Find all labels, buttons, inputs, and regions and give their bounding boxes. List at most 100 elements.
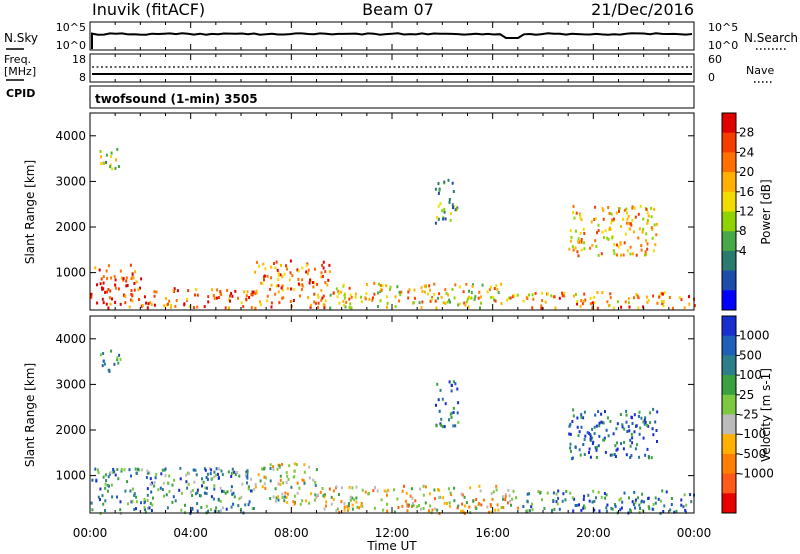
- heatmap-cell: [449, 212, 452, 216]
- heatmap-cell: [105, 302, 108, 306]
- heatmap-cell: [120, 468, 123, 471]
- heatmap-cell: [191, 494, 194, 497]
- heatmap-cell: [261, 467, 264, 471]
- heatmap-cell: [478, 502, 481, 505]
- heatmap-cell: [634, 501, 637, 505]
- heatmap-cell: [609, 296, 612, 300]
- heatmap-cell: [640, 416, 643, 420]
- heatmap-cell: [660, 299, 663, 303]
- heatmap-cell: [399, 293, 402, 297]
- cpid-panel: twofsound (1-min) 3505: [89, 85, 695, 109]
- heatmap-cell: [251, 290, 254, 294]
- heatmap-cell: [583, 247, 586, 251]
- colorbar-swatch: [722, 414, 736, 435]
- heatmap-cell: [458, 285, 461, 289]
- heatmap-cell: [110, 276, 113, 280]
- heatmap-cell: [245, 297, 248, 301]
- heatmap-cell: [448, 501, 451, 505]
- heatmap-cell: [572, 414, 575, 418]
- colorbar-tick-label: 16: [739, 185, 754, 199]
- heatmap-cell: [479, 489, 482, 493]
- heatmap-cell: [99, 150, 102, 153]
- heatmap-cell: [428, 509, 430, 513]
- heatmap-cell: [258, 300, 261, 304]
- heatmap-cell: [324, 281, 327, 285]
- heatmap-cell: [231, 471, 234, 475]
- heatmap-cell: [610, 506, 613, 510]
- heatmap-cell: [401, 504, 404, 508]
- heatmap-cell: [191, 489, 194, 492]
- heatmap-cell: [104, 499, 107, 503]
- heatmap-cell: [242, 305, 245, 309]
- heatmap-cell: [646, 424, 649, 427]
- heatmap-cell: [246, 476, 249, 480]
- heatmap-cell: [389, 288, 391, 291]
- heatmap-cell: [575, 211, 578, 215]
- heatmap-cell: [280, 286, 283, 290]
- heatmap-cell: [412, 504, 415, 508]
- heatmap-cell: [259, 303, 262, 307]
- heatmap-cell: [351, 496, 354, 500]
- heatmap-cell: [478, 484, 481, 488]
- heatmap-cell: [254, 483, 257, 487]
- heatmap-cell: [103, 162, 106, 165]
- heatmap-cell: [468, 296, 471, 300]
- heatmap-cell: [475, 507, 478, 510]
- heatmap-cell: [629, 245, 632, 249]
- heatmap-cell: [393, 510, 396, 514]
- colorbar-swatch: [722, 231, 736, 252]
- heatmap-cell: [110, 349, 113, 353]
- heatmap-cell: [186, 486, 189, 490]
- heatmap-cell: [277, 498, 280, 502]
- heatmap-cell: [584, 506, 587, 510]
- heatmap-cell: [635, 253, 638, 257]
- heatmap-cell: [500, 506, 503, 509]
- heatmap-cell: [250, 293, 253, 296]
- heatmap-cell: [102, 475, 105, 479]
- heatmap-cell: [490, 285, 492, 289]
- heatmap-cell: [618, 498, 621, 502]
- heatmap-cell: [153, 290, 156, 294]
- heatmap-cell: [289, 259, 292, 263]
- heatmap-cell: [433, 292, 436, 296]
- heatmap-cell: [613, 243, 616, 247]
- heatmap-cell: [436, 382, 439, 386]
- heatmap-cell: [429, 504, 432, 508]
- heatmap-cell: [269, 467, 272, 470]
- heatmap-cell: [104, 509, 106, 513]
- heatmap-cell: [438, 188, 441, 192]
- colorbar-swatch: [722, 335, 736, 356]
- heatmap-cell: [604, 450, 607, 454]
- heatmap-cell: [635, 424, 637, 428]
- heatmap-cell: [355, 485, 358, 489]
- heatmap-cell: [254, 485, 257, 489]
- heatmap-cell: [286, 492, 289, 496]
- colorbar-swatch: [722, 434, 736, 455]
- heatmap-cell: [635, 293, 638, 296]
- heatmap-cell: [450, 411, 453, 415]
- heatmap-cell: [301, 278, 304, 282]
- nsky-panel: N.Sky 10^5 10^0 10^5 10^0 N.Search: [4, 21, 798, 52]
- heatmap-cell: [623, 427, 626, 431]
- heatmap-cell: [577, 434, 580, 438]
- heatmap-cell: [431, 508, 434, 512]
- heatmap-cell: [243, 290, 246, 294]
- heatmap-cell: [591, 500, 594, 504]
- heatmap-cell: [282, 481, 285, 485]
- heatmap-cell: [189, 490, 192, 494]
- heatmap-cell: [322, 303, 325, 307]
- heatmap-cell: [627, 301, 630, 305]
- heatmap-cell: [446, 300, 449, 304]
- heatmap-cell: [462, 509, 464, 513]
- heatmap-cell: [133, 508, 136, 511]
- heatmap-cell: [277, 482, 280, 486]
- heatmap-cell: [456, 206, 459, 210]
- heatmap-cell: [102, 502, 105, 506]
- heatmap-cell: [288, 464, 291, 468]
- heatmap-cell: [443, 180, 446, 184]
- heatmap-cell: [215, 473, 217, 477]
- heatmap-cell: [330, 502, 333, 506]
- heatmap-cell: [321, 296, 324, 300]
- heatmap-cell: [457, 401, 460, 405]
- heatmap-cell: [441, 397, 444, 401]
